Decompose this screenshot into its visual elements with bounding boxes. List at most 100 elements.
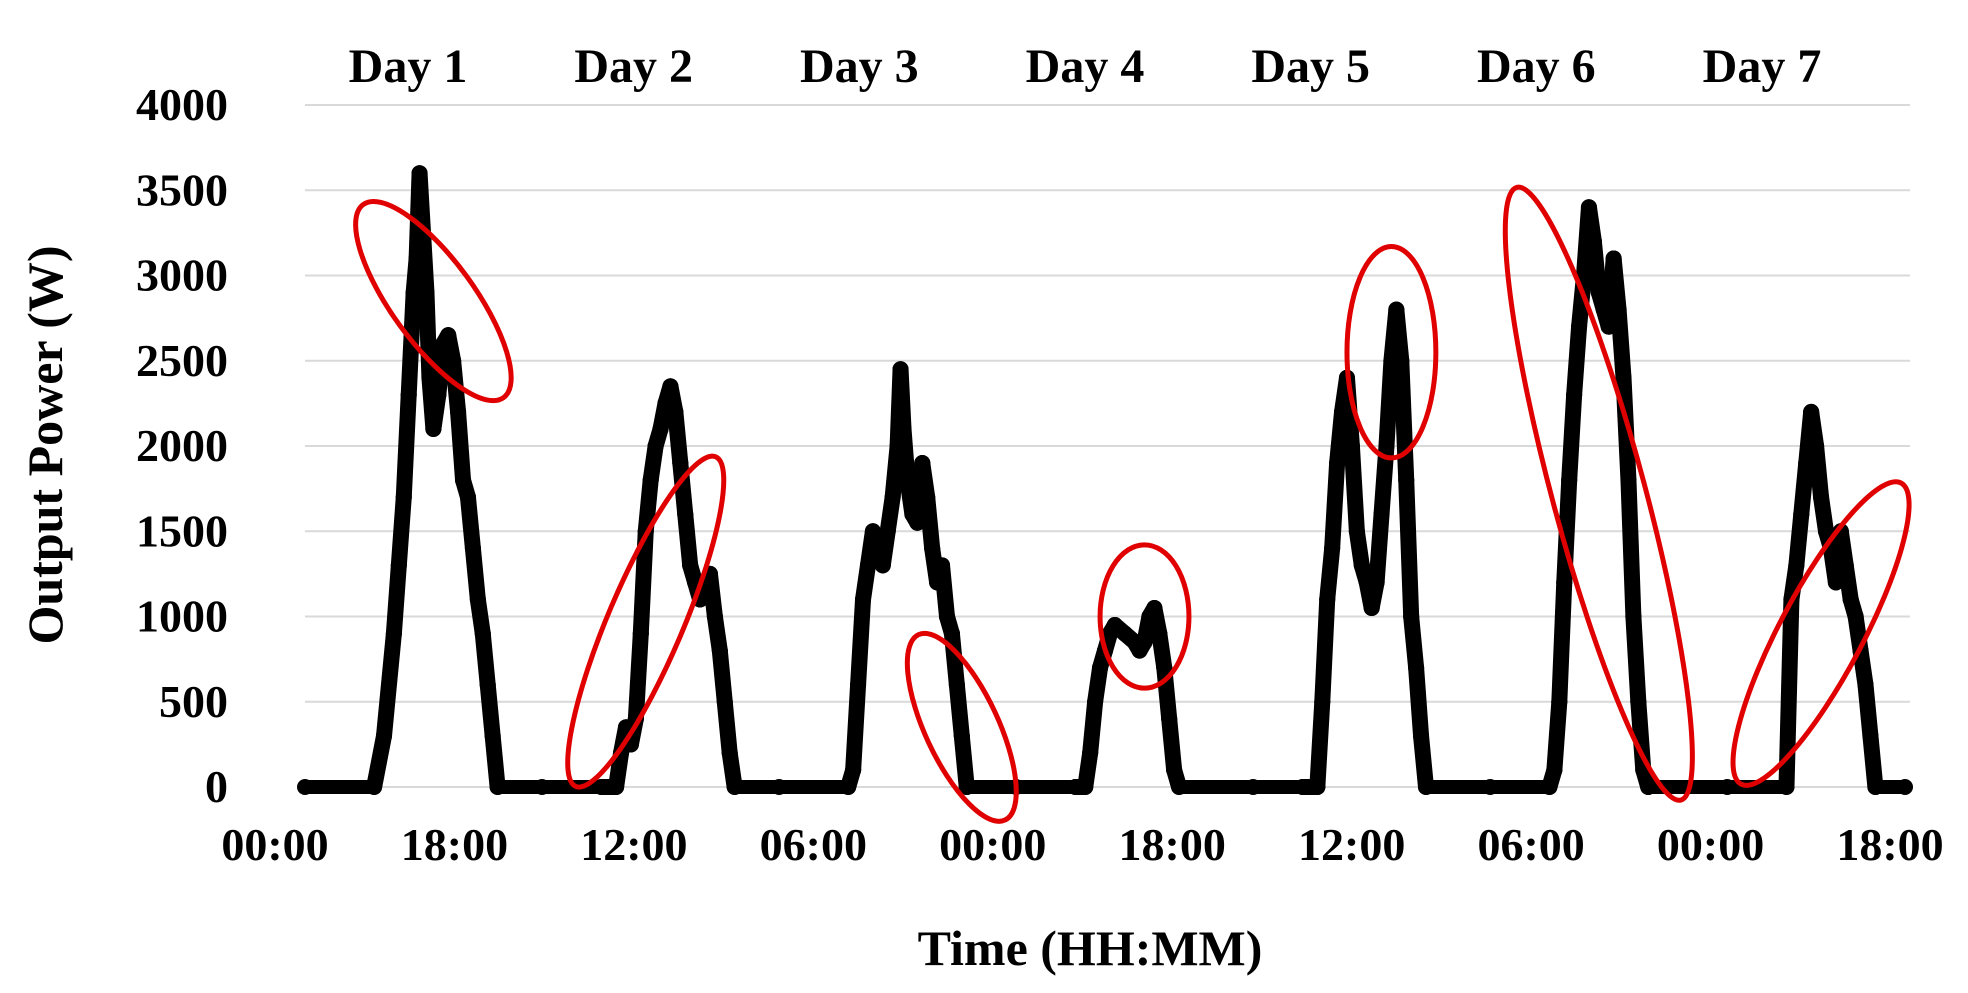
data-point-trace (376, 625, 402, 744)
data-point-trace (1343, 438, 1365, 540)
data-point-trace (632, 523, 654, 642)
data-point-trace (672, 455, 694, 523)
data-points (297, 165, 1913, 795)
day-label: Day 1 (349, 40, 468, 93)
data-point-trace (1082, 693, 1104, 761)
data-point-trace (627, 625, 649, 727)
y-tick-label: 2500 (136, 335, 228, 386)
data-point-trace (366, 727, 393, 795)
data-point-trace (1161, 710, 1183, 778)
data-point-trace (415, 233, 435, 301)
data-point-trace (943, 625, 965, 693)
data-point-trace (1546, 693, 1568, 778)
data-point-trace (1378, 352, 1400, 454)
data-point-trace (934, 557, 955, 625)
y-tick-label: 3000 (136, 250, 228, 301)
data-point-trace (1156, 659, 1178, 727)
data-point-trace (884, 438, 906, 506)
data-point-trace (390, 489, 412, 574)
data-point-trace (1329, 403, 1351, 472)
day-labels: Day 1 Day 2 Day 3 Day 4 Day 5 Day 6 Day 7 (349, 40, 1822, 93)
data-point-trace (1324, 455, 1346, 557)
data-point-trace (1314, 591, 1336, 710)
data-point-trace (1625, 608, 1647, 710)
y-axis-title: Output Power (W) (17, 245, 73, 644)
x-tick-label: 18:00 (401, 819, 508, 870)
data-point-trace (1605, 250, 1627, 318)
day-label: Day 3 (800, 40, 919, 93)
data-point-trace (1808, 438, 1830, 506)
data-point-trace (474, 625, 496, 693)
x-tick-label: 18:00 (1119, 819, 1226, 870)
y-tick-label: 500 (159, 676, 228, 727)
x-tick-label: 00:00 (221, 819, 328, 870)
data-point-trace (716, 693, 738, 761)
data-point-trace (1393, 352, 1415, 489)
day-label: Day 7 (1703, 40, 1822, 93)
data-point-trace (1403, 608, 1425, 676)
data-point-trace (1585, 233, 1607, 301)
highlight-ellipse (1730, 479, 1912, 788)
data-point-trace (1388, 301, 1410, 369)
data-point-trace (953, 727, 975, 795)
highlight-ellipse (565, 453, 727, 790)
data-point-trace (919, 489, 941, 557)
data-point-trace (479, 676, 501, 744)
data-point-trace (892, 361, 912, 437)
highlight-ellipse (1502, 184, 1695, 803)
data-point-trace (637, 472, 659, 540)
data-point-trace (948, 676, 970, 744)
data-point-trace (1793, 455, 1815, 523)
x-axis-ticks: 00:00 18:00 12:00 06:00 00:00 18:00 12:00 06:00… (221, 819, 1943, 870)
y-axis-ticks: 0 500 1000 1500 2000 2500 3000 3500 4000 (136, 79, 228, 812)
data-point-trace (667, 403, 689, 472)
data-point-trace (1788, 506, 1810, 574)
x-tick-label: 06:00 (1477, 819, 1584, 870)
data-point-trace (1610, 301, 1632, 386)
data-point-trace (464, 540, 486, 608)
highlight-ellipse (353, 198, 514, 404)
data-point-trace (395, 386, 417, 506)
data-point-trace (850, 591, 872, 693)
data-point-trace (677, 506, 699, 574)
x-tick-label: 12:00 (580, 819, 687, 870)
data-point-trace (1556, 472, 1578, 591)
x-tick-label: 00:00 (1657, 819, 1764, 870)
y-tick-label: 0 (205, 761, 228, 812)
data-point-trace (385, 557, 407, 642)
x-tick-label: 06:00 (760, 819, 867, 870)
data-point-trace (450, 403, 472, 489)
x-tick-label: 12:00 (1298, 819, 1405, 870)
y-tick-label: 3500 (136, 164, 228, 215)
data-point-trace (1561, 386, 1583, 489)
highlight-ellipses (353, 184, 1912, 824)
data-point-trace (1615, 369, 1637, 489)
data-point-trace (1620, 472, 1642, 625)
data-point-trace (1408, 659, 1430, 744)
x-axis-title: Time (HH:MM) (918, 920, 1263, 976)
day-label: Day 5 (1251, 40, 1370, 93)
highlight-ellipse (1097, 542, 1192, 691)
data-point-trace (1551, 574, 1573, 710)
highlight-ellipse (1344, 244, 1439, 461)
data-point-trace (484, 727, 506, 795)
data-point-trace (1857, 676, 1879, 744)
day-label: Day 2 (574, 40, 693, 93)
data-point-trace (711, 642, 733, 710)
data-point-trace (1862, 727, 1884, 795)
y-tick-label: 1500 (136, 505, 228, 556)
data-point-trace (1319, 540, 1341, 608)
x-tick-label: 00:00 (939, 819, 1046, 870)
gridlines (305, 104, 1910, 788)
data-point-trace (895, 420, 916, 489)
data-point-trace (1566, 318, 1588, 403)
x-tick-label: 18:00 (1836, 819, 1943, 870)
day-label: Day 6 (1477, 40, 1596, 93)
y-tick-label: 4000 (136, 79, 228, 130)
data-point-trace (1368, 506, 1390, 591)
data-point (1897, 779, 1913, 795)
data-point-trace (1309, 693, 1331, 795)
data-point-trace (1571, 267, 1593, 335)
data-point-trace (1398, 472, 1420, 625)
